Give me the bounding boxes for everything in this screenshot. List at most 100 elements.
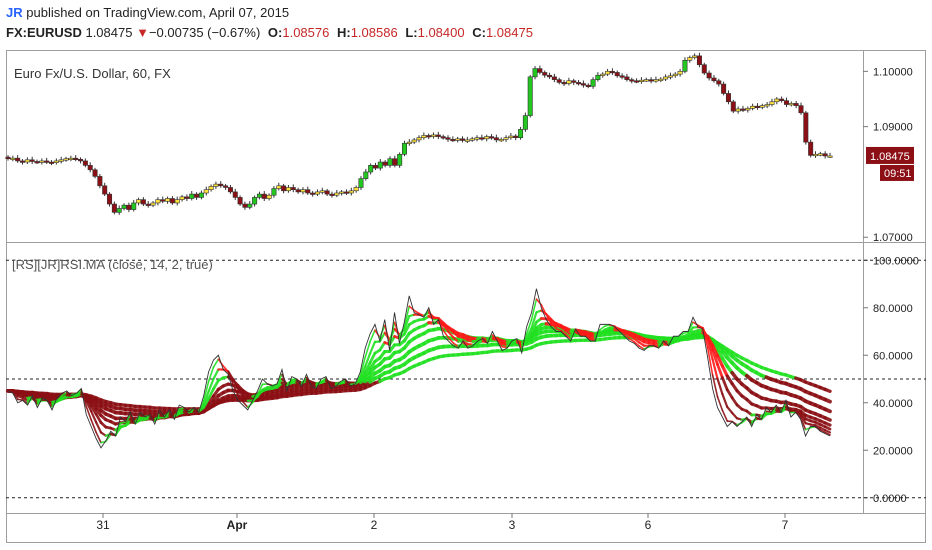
candle [5,155,11,161]
candle [223,183,229,190]
time-tick-label-3: 3 [509,518,516,532]
candle [779,96,785,103]
candle [169,196,175,205]
rsi-ma-segment [90,410,98,424]
price-tick-label-2: 1.07000 [873,232,913,244]
candle [576,79,582,86]
rsi-ma-segment [706,338,714,361]
candle [672,72,678,78]
candle [198,190,204,200]
candle [493,134,499,143]
candle [131,199,137,212]
candle [256,191,262,200]
rsi-ma-segment [124,418,132,427]
rsi-ma-segment [677,332,685,339]
rsi-ma-segment [633,341,640,347]
rsi-ma-segment [403,305,411,328]
candle [474,135,480,142]
candle [20,158,26,165]
candle [566,77,572,86]
rsi-tick-label-3: 40.0000 [873,398,913,410]
rsi-ma-segment [555,327,562,332]
symbol-label[interactable]: FX:EURUSD [6,25,82,40]
time-axis[interactable]: 31 Apr 2 3 6 7 [96,513,789,532]
candle [696,52,702,68]
rsi-ma-segment [368,351,377,365]
candle [788,101,794,107]
price-tick-label-1: 1.09000 [873,122,913,134]
chart-frame [6,50,926,543]
candle [508,133,514,140]
candle [155,197,161,206]
candle [643,77,649,83]
candle [261,191,267,202]
rsi-ma-segment [447,330,455,339]
candle [305,186,311,195]
candle [750,103,756,111]
time-tick-label-0: 31 [96,518,110,532]
rsi-ma-segment [618,328,626,335]
rsi-ma-segment [623,333,631,340]
rsi-ma-segment [823,397,832,404]
rsi-ma-segment [94,421,103,434]
countdown-badge: 09:51 [880,164,914,181]
candle [667,72,673,80]
candle [242,201,248,210]
price-axis[interactable]: 1.10000 1.09000 1.07000 [863,66,913,244]
rsi-raw-line [7,288,831,449]
candle [421,132,427,140]
candle [310,191,316,197]
candle [78,157,84,164]
rsi-axis[interactable]: 100.0000 80.0000 60.0000 40.0000 20.0000 0.00… [863,255,919,505]
candle [518,126,524,140]
candle [416,135,422,143]
rsi-ma-segment [496,338,503,348]
candle [653,76,659,83]
candle [658,77,664,83]
rsi-ma-segment [369,329,376,343]
candle [334,189,340,198]
candle [595,72,601,82]
open-value: 1.08576 [282,25,330,40]
rsi-ma-segment [237,394,244,403]
rsi-ma-segment [741,418,748,424]
candle [203,186,209,196]
candle [609,68,615,75]
candle [460,136,466,143]
candle [208,184,214,192]
candle [687,55,693,63]
rsi-ma-segment [232,383,239,396]
candle [411,137,417,145]
candle [39,158,45,165]
candle [387,156,393,168]
candle [532,66,538,80]
candle [82,158,88,168]
high-label: H: [336,25,351,40]
rsi-ma-segment [511,339,518,345]
candle [232,188,238,200]
rsi-ma-segment [823,416,832,422]
rsi-ma-segment [364,352,372,368]
candle [218,181,224,188]
candle [165,196,171,204]
rsi-ma-segment [809,426,817,429]
author-name[interactable]: JR [6,5,23,20]
candle [682,57,688,74]
candle [34,159,40,164]
rsi-ma-segment [437,317,445,327]
rsi-ma-segment [716,377,724,396]
candle [431,132,437,139]
low-value: 1.08400 [417,25,465,40]
rsi-ma-segment [339,379,347,384]
rsi-ma-segment [241,393,249,402]
candle [745,106,751,113]
rsi-ma-segment [212,358,220,368]
candle [290,184,296,193]
candle [377,158,383,171]
rsi-ma-segment [599,325,606,331]
rsi-ma-segment [725,388,734,400]
published-line: JR published on TradingView.com, April 0… [6,5,289,20]
candle [382,160,388,168]
rsi-tick-label-1: 80.0000 [873,303,913,315]
